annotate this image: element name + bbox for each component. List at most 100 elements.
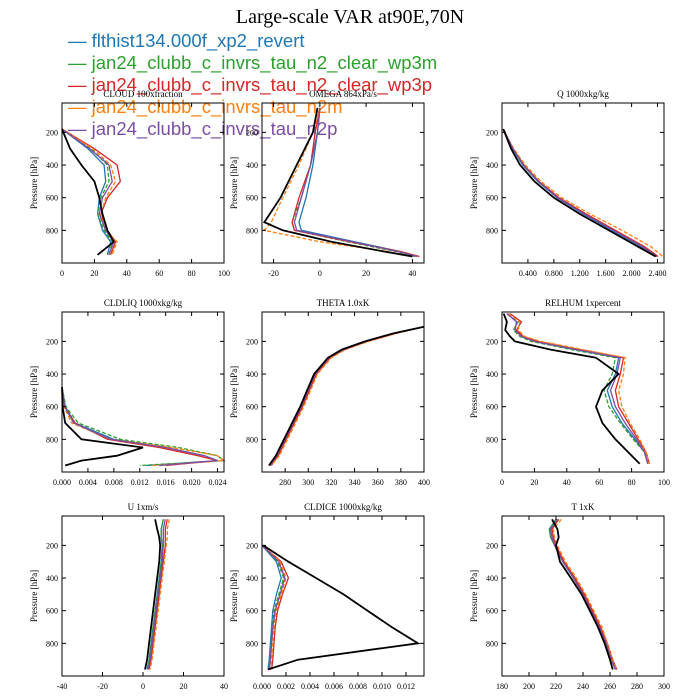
panel-5-lines: [502, 313, 651, 465]
panel-8-ylabel: Pressure [hPa]: [469, 570, 479, 622]
panel-3-ytick-label-3: 800: [46, 435, 58, 444]
panel-4-series-5: [268, 325, 425, 467]
panel-1-title: OMEGA 864xPa/s: [309, 89, 377, 99]
panel-6-frame: [61, 515, 225, 677]
panel-5-ytick-label-3: 800: [486, 435, 498, 444]
panel-2: 0.400 0.800 1.200 1.600 2.000 2.400 200 400 600 8…: [469, 89, 667, 278]
panel-5-title: RELHUM 1xpercent: [545, 298, 621, 308]
panel-2-xtick-label-0: 0.400: [519, 269, 537, 278]
panel-7-title: CLDICE 1000xkg/kg: [304, 502, 382, 512]
legend: — flthist134.000f_xp2_revert — jan24_clu…: [68, 30, 437, 140]
panel-7-series-2: [261, 544, 290, 670]
panel-4-xtick-label-5: 380: [395, 478, 407, 487]
panel-0-ytick-label-3: 800: [46, 226, 58, 235]
panel-7-xtick-label-2: 0.004: [301, 682, 319, 691]
panel-6-series-1: [147, 519, 164, 670]
panel-6-xtick-label-4: 40: [220, 682, 228, 691]
panel-8: 180 200 220 240 260 280 300 200 400 600 800 Pressur…: [469, 502, 670, 691]
panel-8-ytick-label-1: 400: [486, 574, 498, 583]
panel-7-frame: [261, 515, 425, 677]
panel-3-frame: [61, 311, 225, 473]
panel-7-ytick-label-2: 600: [246, 607, 258, 616]
panel-4-ytick-label-2: 600: [246, 403, 258, 412]
panel-5-series-5: [502, 313, 641, 465]
panel-0-xtick-label-3: 60: [155, 269, 163, 278]
legend-item-1: — jan24_clubb_c_invrs_tau_n2_clear_wp3m: [68, 52, 437, 74]
panel-4-ytick-label-0: 200: [246, 337, 258, 346]
panel-6-title: U 1xm/s: [128, 502, 159, 512]
panel-0-frame: [61, 102, 225, 264]
panel-7-xtick-label-5: 0.010: [373, 682, 391, 691]
panel-2-frame: [501, 102, 665, 264]
panel-0-ytick-label-2: 600: [46, 194, 58, 203]
panel-7-series-4: [261, 544, 286, 670]
panel-2-ylabel: Pressure [hPa]: [469, 157, 479, 209]
legend-label-2: jan24_clubb_c_invrs_tau_n2_clear_wp3p: [91, 74, 433, 95]
legend-line-0: —: [68, 30, 92, 51]
panel-7-ytick-label-3: 800: [246, 639, 258, 648]
panel-7-lines: [261, 544, 421, 671]
panel-4-xtick-label-4: 360: [372, 478, 384, 487]
panel-8-xtick-label-2: 220: [550, 682, 562, 691]
panel-7-series-5: [262, 544, 421, 671]
panel-0-xtick-label-0: 0: [60, 269, 64, 278]
panel-2-series-5: [502, 128, 657, 258]
panel-1-ytick-label-3: 800: [246, 226, 258, 235]
panel-6-xtick-label-3: 20: [180, 682, 188, 691]
panel-3-xtick-label-6: 0.024: [209, 478, 227, 487]
panel-5-series-3: [508, 313, 651, 464]
panel-2-ytick-label-2: 600: [486, 194, 498, 203]
panel-3-xtick-label-0: 0.000: [53, 478, 71, 487]
panel-8-xtick-label-5: 280: [631, 682, 643, 691]
panel-2-xtick-label-4: 2.000: [623, 269, 641, 278]
panel-3-ytick-label-2: 600: [46, 403, 58, 412]
panel-5-xtick-label-3: 60: [595, 478, 603, 487]
panel-5-xtick-label-1: 20: [530, 478, 538, 487]
panel-2-series-4: [502, 128, 658, 258]
panel-5-ytick-label-0: 200: [486, 337, 498, 346]
panel-7-ylabel: Pressure [hPa]: [229, 570, 239, 622]
panel-1-ytick-label-2: 600: [246, 194, 258, 203]
panel-5-series-0: [506, 313, 649, 464]
panel-5-ytick-label-2: 600: [486, 403, 498, 412]
panel-7-xtick-label-1: 0.002: [277, 682, 295, 691]
panel-4-ylabel: Pressure [hPa]: [229, 366, 239, 418]
panel-0: 0 20 40 60 80 100 200 400 600 800 Pressure [hPa] CL…: [29, 89, 230, 278]
panel-0-lines: [61, 128, 121, 256]
figure-title: Large-scale VAR at90E,70N: [235, 6, 465, 28]
panel-8-xtick-label-1: 200: [523, 682, 535, 691]
panel-4-xtick-label-1: 300: [302, 478, 314, 487]
panel-8-xtick-label-4: 260: [604, 682, 616, 691]
panel-7-xtick-label-0: 0.000: [253, 682, 271, 691]
panel-1-ytick-label-1: 400: [246, 161, 258, 170]
panel-7-ytick-label-0: 200: [246, 541, 258, 550]
panel-1-xtick-label-1: 0: [318, 269, 322, 278]
panel-3-ytick-label-0: 200: [46, 337, 58, 346]
panel-0-ytick-label-1: 400: [46, 161, 58, 170]
panel-5-ytick-label-1: 400: [486, 370, 498, 379]
panel-5-xtick-label-5: 100: [658, 478, 670, 487]
panel-7-series-3: [261, 544, 287, 670]
panel-4-xtick-label-3: 340: [349, 478, 361, 487]
panel-5-frame: [501, 311, 665, 473]
panel-3-xtick-label-1: 0.004: [79, 478, 97, 487]
panel-0-xtick-label-1: 20: [90, 269, 98, 278]
panel-1: -20 0 20 40 200 400 600 800 Pressure [hPa] OMEGA …: [229, 89, 425, 278]
panel-6-series-4: [147, 519, 166, 670]
panel-0-xtick-label-2: 40: [123, 269, 131, 278]
legend-item-4: — jan24_clubb_c_invrs_tau_n2p: [68, 118, 437, 140]
panel-0-title: CLOUD 100xfraction: [103, 89, 183, 99]
panel-1-ylabel: Pressure [hPa]: [229, 157, 239, 209]
panel-7-xtick-label-4: 0.008: [349, 682, 367, 691]
legend-line-4: —: [68, 118, 92, 139]
panel-3-title: CLDLIQ 1000xkg/kg: [104, 298, 183, 308]
panel-0-ylabel: Pressure [hPa]: [29, 157, 39, 209]
panel-5: 0 20 40 60 80 100 200 400 600 800 Pressure [hPa] RE…: [469, 298, 670, 487]
panel-7-xtick-label-3: 0.006: [325, 682, 343, 691]
panel-6-ytick-label-2: 600: [46, 607, 58, 616]
panel-8-xtick-label-6: 300: [658, 682, 670, 691]
panel-1-lines: [262, 107, 420, 258]
panel-4-lines: [268, 325, 425, 467]
